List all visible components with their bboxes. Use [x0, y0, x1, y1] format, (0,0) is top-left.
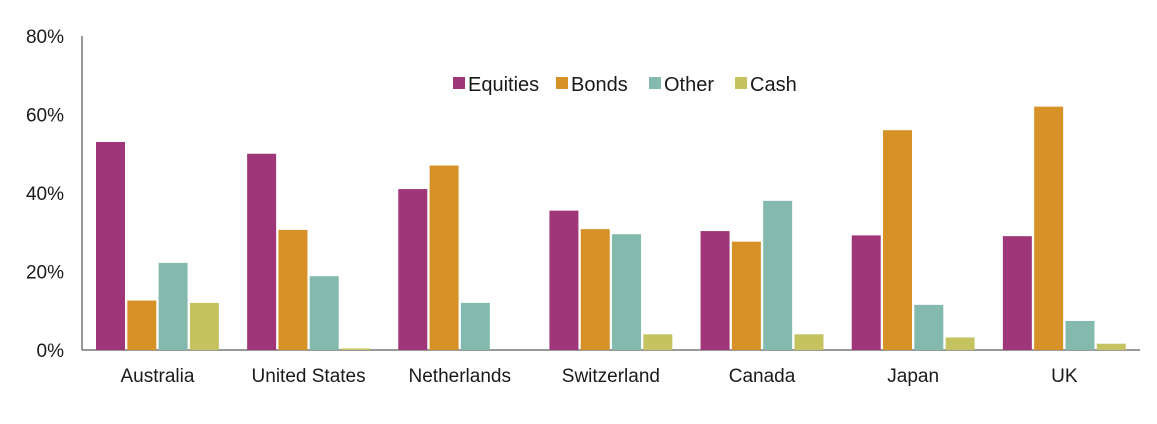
bar-cash-japan [945, 337, 975, 350]
y-tick-label: 40% [26, 184, 64, 205]
legend-label-equities: Equities [468, 74, 539, 96]
x-category-label: Canada [729, 366, 796, 387]
x-category-label: United States [252, 366, 366, 387]
y-axis: 0% 20% 40% 60% 80% [26, 27, 83, 362]
x-category-label: Japan [887, 366, 939, 387]
legend-label-other: Other [664, 74, 714, 96]
bar-cash-australia [189, 302, 219, 350]
bar-bonds-japan [883, 130, 913, 350]
x-category-label: Australia [120, 366, 194, 387]
bar-cash-switzerland [643, 334, 673, 350]
legend-swatch-equities [453, 77, 465, 89]
bar-other-netherlands [460, 302, 490, 350]
bar-bonds-canada [731, 241, 761, 350]
x-axis: Australia United States Netherlands Switzer… [82, 349, 1140, 387]
y-tick-label: 0% [37, 341, 65, 362]
bar-bonds-uk [1034, 106, 1064, 351]
bar-other-japan [914, 304, 944, 350]
legend-swatch-bonds [556, 77, 568, 89]
bar-bonds-switzerland [580, 229, 610, 350]
bar-other-canada [763, 200, 793, 350]
y-tick-label: 60% [26, 106, 64, 127]
bar-equities-japan [851, 235, 881, 350]
bar-equities-netherlands [398, 189, 428, 350]
bar-equities-uk [1002, 236, 1032, 350]
bar-cash-canada [794, 334, 824, 350]
legend-swatch-cash [735, 77, 747, 89]
y-tick-label: 80% [26, 27, 64, 48]
bar-bonds-netherlands [429, 165, 459, 350]
bar-equities-canada [700, 231, 730, 350]
bar-other-switzerland [612, 234, 642, 350]
legend-label-bonds: Bonds [571, 74, 628, 96]
bars [96, 106, 1126, 351]
bar-bonds-united-states [278, 229, 308, 350]
bar-other-uk [1065, 320, 1095, 350]
bar-other-australia [158, 262, 188, 350]
x-category-label: Switzerland [562, 366, 660, 387]
bar-cash-united-states [341, 348, 371, 350]
bar-cash-uk [1096, 343, 1126, 350]
legend-swatch-other [649, 77, 661, 89]
bar-equities-united-states [247, 153, 277, 350]
y-tick-label: 20% [26, 263, 64, 284]
x-category-label: Netherlands [409, 366, 511, 387]
bar-equities-switzerland [549, 210, 579, 350]
bar-equities-australia [96, 141, 125, 350]
legend-label-cash: Cash [750, 74, 797, 96]
bar-other-united-states [309, 276, 339, 350]
bar-bonds-australia [127, 300, 157, 350]
legend: Equities Bonds Other Cash [453, 74, 797, 96]
x-category-label: UK [1051, 366, 1078, 387]
